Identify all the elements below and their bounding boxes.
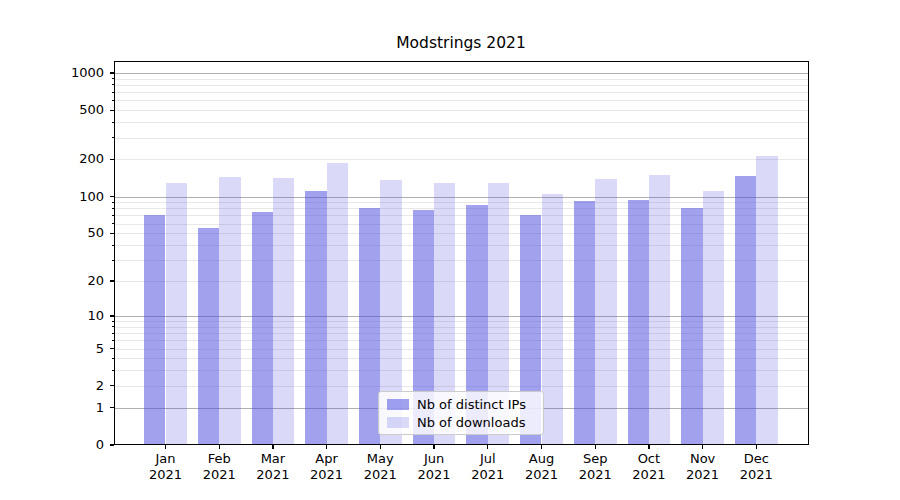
x-tick-mark <box>219 445 220 449</box>
x-tick-label: Nov 2021 <box>686 451 719 483</box>
bar-downloads-nov <box>703 191 724 445</box>
bar-downloads-feb <box>219 177 240 445</box>
gridline-minor <box>114 100 809 101</box>
y-tick-label: 5 <box>34 341 104 357</box>
bar-distinct-ips-sep <box>574 201 595 445</box>
bar-downloads-dec <box>756 156 777 445</box>
x-tick-label: Dec 2021 <box>740 451 773 483</box>
bar-distinct-ips-dec <box>735 176 756 446</box>
bar-distinct-ips-nov <box>681 208 702 445</box>
y-tick-label: 200 <box>34 151 104 167</box>
y-tick-label: 1 <box>34 400 104 416</box>
gridline-minor <box>114 92 809 93</box>
gridline-minor <box>114 159 809 160</box>
x-tick-label: Jan 2021 <box>149 451 182 483</box>
x-tick-mark <box>433 445 434 449</box>
x-tick-label: Sep 2021 <box>579 451 612 483</box>
x-tick-mark <box>165 445 166 449</box>
x-tick-mark <box>541 445 542 449</box>
x-tick-mark <box>326 445 327 449</box>
gridline-minor <box>114 122 809 123</box>
bar-distinct-ips-apr <box>305 191 326 445</box>
bar-downloads-sep <box>595 179 616 446</box>
x-tick-mark <box>756 445 757 449</box>
legend-item-downloads: Nb of downloads <box>387 415 535 430</box>
gridline-minor <box>114 79 809 80</box>
x-tick-label: Oct 2021 <box>632 451 665 483</box>
gridline-minor <box>114 110 809 111</box>
legend-label-distinct-ips: Nb of distinct IPs <box>417 397 526 412</box>
x-tick-label: May 2021 <box>364 451 397 483</box>
x-tick-mark <box>595 445 596 449</box>
bar-downloads-aug <box>542 194 563 445</box>
x-tick-label: Mar 2021 <box>256 451 289 483</box>
chart-title: Modstrings 2021 <box>396 34 526 52</box>
x-tick-label: Jun 2021 <box>418 451 451 483</box>
x-tick-mark <box>702 445 703 449</box>
bar-distinct-ips-jan <box>144 215 165 445</box>
x-tick-label: Feb 2021 <box>203 451 236 483</box>
bar-downloads-jan <box>166 183 187 446</box>
y-tick-label: 100 <box>34 189 104 205</box>
x-tick-mark <box>380 445 381 449</box>
x-tick-label: Aug 2021 <box>525 451 558 483</box>
bar-distinct-ips-oct <box>628 200 649 445</box>
y-tick-label: 500 <box>34 102 104 118</box>
gridline-major <box>114 73 809 74</box>
y-tick-label: 50 <box>34 225 104 241</box>
bar-distinct-ips-mar <box>252 212 273 445</box>
bar-downloads-oct <box>649 175 670 445</box>
bar-downloads-apr <box>327 163 348 445</box>
y-tick-label: 10 <box>34 308 104 324</box>
legend-item-distinct-ips: Nb of distinct IPs <box>387 397 535 412</box>
x-tick-mark <box>272 445 273 449</box>
x-tick-label: Jul 2021 <box>471 451 504 483</box>
y-tick-label: 0 <box>34 437 104 453</box>
legend: Nb of distinct IPs Nb of downloads <box>378 391 544 435</box>
gridline-minor <box>114 138 809 139</box>
x-tick-label: Apr 2021 <box>310 451 343 483</box>
x-tick-mark <box>648 445 649 449</box>
bar-distinct-ips-feb <box>198 228 219 445</box>
y-tick-mark <box>110 444 115 445</box>
plot-area: Nb of distinct IPs Nb of downloads <box>114 61 809 445</box>
legend-label-downloads: Nb of downloads <box>417 415 525 430</box>
y-tick-label: 20 <box>34 273 104 289</box>
x-tick-mark <box>487 445 488 449</box>
y-tick-label: 2 <box>34 378 104 394</box>
chart-figure: Modstrings 2021 Nb of distinct IPs Nb of… <box>0 0 900 500</box>
legend-swatch-distinct-ips <box>387 399 409 410</box>
gridline-minor <box>114 85 809 86</box>
y-tick-label: 1000 <box>34 65 104 81</box>
legend-swatch-downloads <box>387 417 409 428</box>
bar-downloads-mar <box>273 178 294 445</box>
